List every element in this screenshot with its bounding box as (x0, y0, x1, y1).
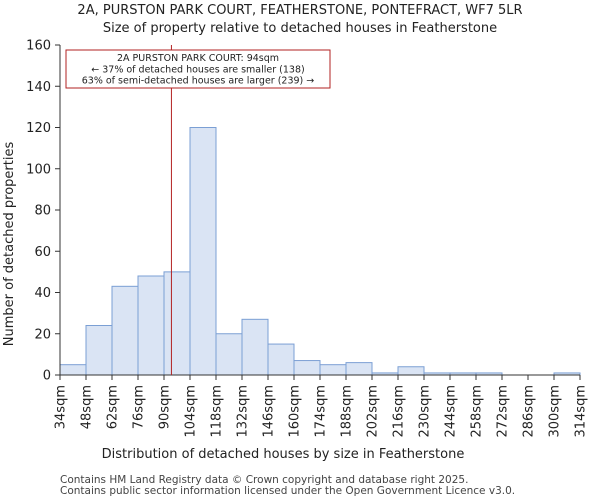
y-tick-label: 20 (34, 327, 51, 342)
y-tick-label: 0 (43, 369, 51, 384)
x-tick-label: 118sqm (210, 385, 225, 438)
chart-subtitle: Size of property relative to detached ho… (103, 21, 497, 36)
x-tick-label: 132sqm (236, 385, 251, 438)
y-tick-label: 60 (34, 245, 51, 260)
histogram-bar (59, 364, 87, 376)
histogram-bar (345, 362, 373, 376)
x-tick-label: 188sqm (340, 385, 355, 438)
histogram-bar (267, 343, 295, 376)
x-tick-label: 174sqm (314, 385, 329, 438)
histogram-bar (293, 360, 321, 376)
annotation-box: 2A PURSTON PARK COURT: 94sqm ← 37% of de… (65, 49, 331, 89)
x-tick-label: 258sqm (470, 385, 485, 438)
y-tick-label: 40 (34, 286, 51, 301)
x-axis: 34sqm 48sqm 62sqm 76sqm 90sqm 104sqm 118sqm 132… (54, 375, 589, 438)
histogram-bar (241, 318, 269, 376)
histogram-bar (85, 325, 113, 376)
x-tick-label: 230sqm (418, 385, 433, 438)
x-tick-label: 300sqm (548, 385, 563, 438)
x-tick-label: 314sqm (574, 385, 589, 438)
x-tick-label: 62sqm (106, 385, 121, 429)
annotation-line-1: 2A PURSTON PARK COURT: 94sqm (117, 53, 279, 64)
x-tick-label: 202sqm (366, 385, 381, 438)
histogram-bar (319, 364, 347, 376)
x-tick-label: 160sqm (288, 385, 303, 438)
y-tick-label: 160 (26, 39, 51, 54)
x-tick-label: 90sqm (158, 385, 173, 429)
x-tick-label: 216sqm (392, 385, 407, 438)
x-tick-label: 48sqm (80, 385, 95, 429)
histogram-bar (397, 366, 425, 376)
footer-line-1: Contains HM Land Registry data © Crown c… (60, 474, 468, 486)
y-tick-label: 140 (26, 80, 51, 95)
histogram-bar (137, 275, 165, 376)
annotation-line-3: 63% of semi-detached houses are larger (… (82, 76, 315, 87)
x-tick-label: 34sqm (54, 385, 69, 429)
x-tick-label: 146sqm (262, 385, 277, 438)
y-tick-label: 120 (26, 121, 51, 136)
chart-title: 2A, PURSTON PARK COURT, FEATHERSTONE, PO… (77, 3, 522, 18)
histogram-bar (189, 127, 217, 376)
x-tick-label: 76sqm (132, 385, 147, 429)
x-tick-label: 244sqm (444, 385, 459, 438)
x-tick-label: 286sqm (522, 385, 537, 438)
x-axis-label: Distribution of detached houses by size … (102, 447, 465, 462)
histogram-bar (163, 271, 191, 376)
x-tick-label: 104sqm (184, 385, 199, 438)
histogram-bar (111, 285, 139, 376)
y-tick-label: 80 (34, 204, 51, 219)
x-tick-label: 272sqm (496, 385, 511, 438)
footer-line-2: Contains public sector information licen… (60, 485, 515, 497)
histogram-bar (215, 333, 243, 376)
y-tick-label: 100 (26, 162, 51, 177)
annotation-line-2: ← 37% of detached houses are smaller (13… (91, 65, 304, 76)
y-axis-label: Number of detached properties (2, 142, 17, 347)
bars (59, 127, 581, 376)
y-axis: 0 20 40 60 80 100 120 140 160 (26, 39, 60, 384)
